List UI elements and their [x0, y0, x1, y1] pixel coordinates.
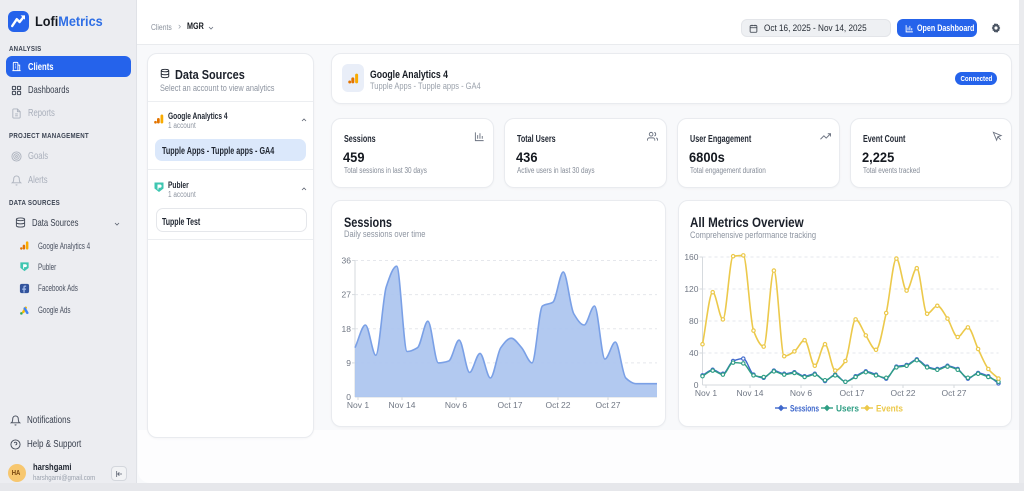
svg-text:Users: Users	[836, 404, 859, 415]
svg-text:Oct 27: Oct 27	[595, 400, 620, 410]
svg-text:0: 0	[346, 392, 351, 402]
svg-text:Nov 14: Nov 14	[736, 388, 763, 398]
svg-text:Oct 22: Oct 22	[545, 400, 570, 410]
svg-text:Oct 22: Oct 22	[890, 388, 915, 398]
svg-text:160: 160	[684, 252, 698, 262]
svg-text:Nov 14: Nov 14	[389, 400, 416, 410]
svg-text:27: 27	[342, 290, 352, 300]
svg-text:Oct 27: Oct 27	[941, 388, 966, 398]
svg-text:9: 9	[346, 358, 351, 368]
svg-text:Oct 17: Oct 17	[839, 388, 864, 398]
svg-text:Sessions: Sessions	[790, 404, 819, 415]
svg-text:120: 120	[684, 284, 698, 294]
svg-text:18: 18	[342, 324, 352, 334]
svg-text:Nov 6: Nov 6	[445, 400, 467, 410]
svg-text:Events: Events	[876, 404, 903, 415]
svg-text:Nov 1: Nov 1	[347, 400, 369, 410]
svg-text:Oct 17: Oct 17	[497, 400, 522, 410]
svg-text:Nov 6: Nov 6	[789, 388, 811, 398]
svg-text:80: 80	[689, 316, 699, 326]
svg-text:40: 40	[689, 348, 699, 358]
svg-text:Nov 1: Nov 1	[694, 388, 716, 398]
svg-text:36: 36	[342, 256, 352, 266]
svg-text:0: 0	[693, 380, 698, 390]
